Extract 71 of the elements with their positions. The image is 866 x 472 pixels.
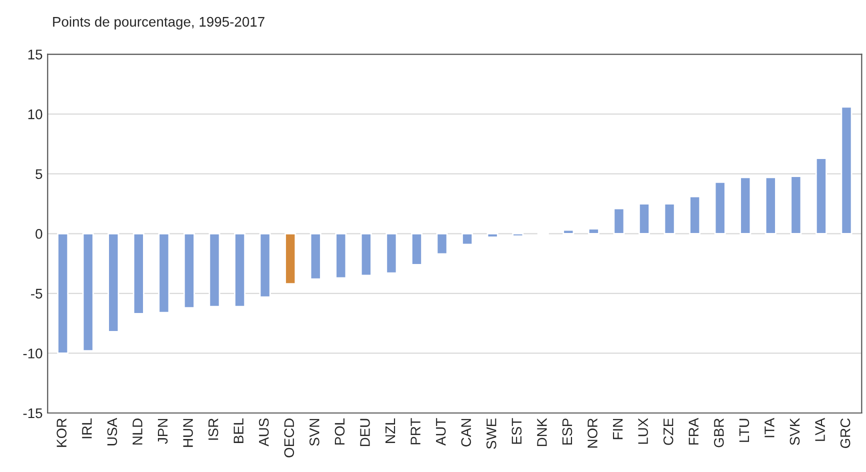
- x-tick-label: KOR: [56, 418, 67, 447]
- y-tick-label: 0: [36, 228, 42, 239]
- x-tick-label: AUT: [436, 418, 446, 446]
- x-tick-label: EST: [512, 418, 522, 444]
- bar: [410, 232, 422, 266]
- bar: [714, 182, 726, 234]
- x-tick-label: LUX: [638, 418, 648, 444]
- x-tick-label: NOR: [588, 418, 598, 448]
- bar: [764, 176, 776, 234]
- x-tick-label: SWE: [486, 418, 496, 449]
- x-tick-label: POL: [334, 418, 345, 445]
- bar: [689, 196, 701, 234]
- y-tick-label: 5: [36, 169, 42, 180]
- y-tick-label: -5: [31, 288, 42, 299]
- bar: [132, 232, 144, 314]
- x-tick-label: BEL: [234, 418, 244, 443]
- chart-title: Points de pourcentage, 1995-2017: [53, 16, 264, 30]
- bar: [664, 203, 676, 234]
- x-tick-label: CZE: [663, 418, 674, 445]
- bar: [562, 229, 574, 234]
- bar: [208, 232, 220, 308]
- x-tick-label: JPN: [158, 418, 168, 444]
- y-tick-label: 10: [28, 109, 42, 120]
- x-tick-label: SVN: [310, 418, 320, 446]
- bar: [462, 232, 474, 246]
- bar: [436, 232, 448, 255]
- x-tick-label: FIN: [613, 418, 623, 440]
- bar: [310, 232, 322, 280]
- x-tick-label: HUN: [183, 418, 193, 447]
- bar: [108, 232, 120, 332]
- x-tick-label: ITA: [764, 418, 774, 438]
- x-tick-label: NZL: [385, 418, 396, 443]
- bar: [588, 228, 600, 234]
- x-tick-label: ISR: [208, 418, 218, 440]
- bar: [638, 203, 650, 234]
- bar: [284, 232, 296, 285]
- x-tick-label: SVK: [790, 418, 800, 446]
- bar: [234, 232, 246, 308]
- bar: [512, 232, 524, 237]
- bar: [840, 106, 852, 234]
- y-tick-label: -15: [23, 408, 42, 418]
- bar: [815, 158, 827, 234]
- bar: [335, 232, 347, 279]
- x-tick-label: LTU: [739, 418, 750, 442]
- x-tick-label: DEU: [360, 418, 370, 446]
- bar: [82, 232, 94, 352]
- bar: [259, 232, 271, 298]
- x-tick-label: DNK: [537, 418, 547, 446]
- x-tick-label: NLD: [132, 418, 142, 445]
- x-tick-label: CAN: [461, 418, 472, 446]
- bar: [57, 232, 69, 354]
- bar: [386, 232, 398, 274]
- bar: [360, 232, 372, 276]
- y-tick-label: -10: [23, 348, 42, 358]
- x-tick-label: GRC: [840, 418, 850, 448]
- bar: [740, 176, 752, 234]
- x-tick-label: ESP: [562, 418, 572, 445]
- bar: [158, 232, 170, 314]
- x-tick-label: GBR: [714, 418, 724, 448]
- bar: [486, 232, 498, 238]
- y-tick-label: 15: [28, 50, 42, 60]
- x-tick-label: OECD: [284, 418, 294, 458]
- x-tick-label: LVA: [815, 418, 825, 441]
- x-tick-label: FRA: [688, 418, 698, 444]
- bar: [790, 176, 802, 234]
- x-tick-label: PRT: [410, 418, 420, 444]
- bar: [183, 232, 195, 308]
- x-tick-label: IRL: [82, 418, 92, 438]
- x-tick-label: USA: [107, 418, 118, 446]
- bar: [613, 208, 625, 234]
- x-tick-label: AUS: [258, 418, 269, 446]
